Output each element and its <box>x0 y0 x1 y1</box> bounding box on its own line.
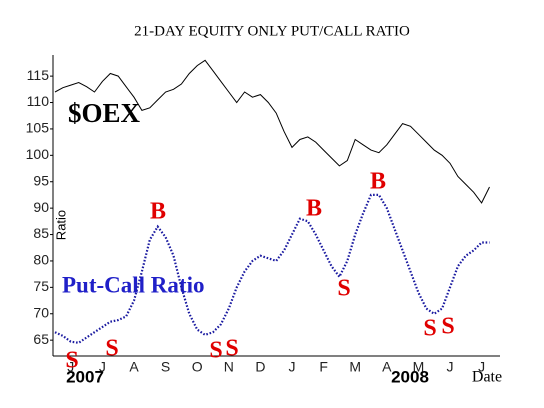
year-label: 2007 <box>66 367 104 386</box>
annotation: S <box>423 316 436 342</box>
annotation: B <box>150 199 166 225</box>
y-tick-label: 75 <box>33 278 49 294</box>
series-label: $OEX <box>68 98 141 128</box>
y-tick-label: 115 <box>27 67 50 83</box>
x-tick-label: D <box>255 359 265 375</box>
y-tick-label: 105 <box>26 120 50 136</box>
annotation: S <box>441 314 454 340</box>
annotation: S <box>209 338 222 364</box>
annotation: S <box>337 276 350 302</box>
year-label: 2008 <box>391 367 429 386</box>
chart-title: 21-DAY EQUITY ONLY PUT/CALL RATIO <box>134 23 410 39</box>
y-tick-label: 65 <box>33 331 49 347</box>
annotation: S <box>225 336 238 362</box>
x-axis-label: Date <box>472 369 502 386</box>
x-tick-label: M <box>349 359 361 375</box>
y-tick-label: 100 <box>26 146 50 162</box>
x-tick-label: A <box>129 359 139 375</box>
x-tick-label: S <box>161 359 170 375</box>
x-tick-label: J <box>67 359 74 375</box>
x-tick-label: A <box>382 359 392 375</box>
y-tick-label: 70 <box>33 304 49 320</box>
annotation: S <box>105 336 118 362</box>
annotation: B <box>370 169 386 195</box>
y-tick-label: 85 <box>33 225 49 241</box>
x-tick-label: J <box>478 359 485 375</box>
y-axis-label: Ratio <box>53 210 68 240</box>
x-tick-label: J <box>447 359 454 375</box>
y-tick-label: 90 <box>33 199 49 215</box>
annotation: B <box>306 196 322 222</box>
x-tick-label: J <box>289 359 296 375</box>
x-tick-label: J <box>99 359 106 375</box>
series-label: Put-Call Ratio <box>62 272 204 297</box>
y-tick-label: 95 <box>33 172 49 188</box>
x-tick-label: M <box>413 359 425 375</box>
x-tick-label: N <box>224 359 234 375</box>
x-tick-label: O <box>192 359 203 375</box>
x-tick-label: F <box>319 359 328 375</box>
y-tick-label: 110 <box>27 93 50 109</box>
series-line <box>54 59 490 204</box>
y-tick-label: 80 <box>33 252 49 268</box>
annotation: S <box>65 348 78 374</box>
